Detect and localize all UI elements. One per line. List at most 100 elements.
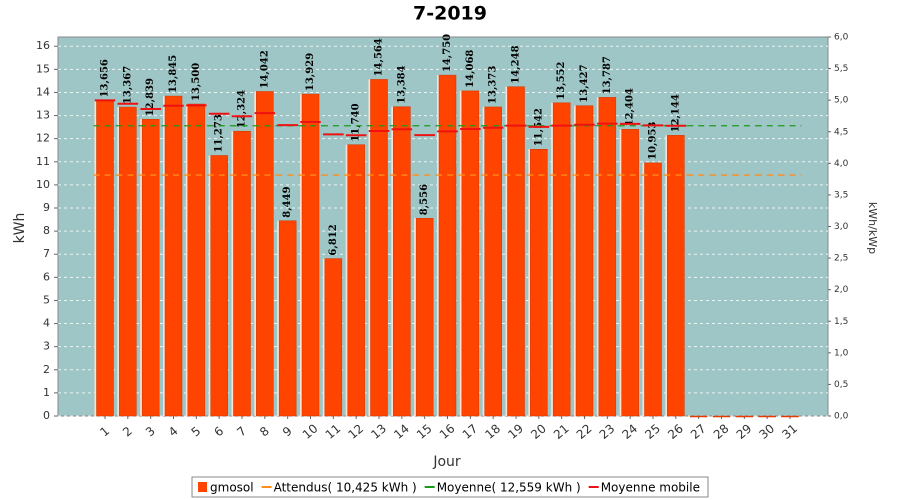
bar <box>575 105 594 417</box>
legend-label: Moyenne mobile <box>601 481 700 495</box>
bar <box>758 415 776 418</box>
data-label: 13,787 <box>602 56 613 94</box>
y-tick-label: 15 <box>36 62 50 75</box>
x-tick-label: 25 <box>642 421 663 442</box>
y-tick-label: 13 <box>36 109 50 122</box>
data-label: 13,845 <box>168 55 179 93</box>
data-label: 12,404 <box>625 88 636 126</box>
x-tick-label: 30 <box>756 421 777 442</box>
bar <box>621 129 639 417</box>
y2-tick-label: 0,5 <box>834 380 848 390</box>
x-tick-label: 15 <box>414 421 435 442</box>
x-tick-label: 28 <box>711 421 732 442</box>
y-tick-label: 8 <box>43 224 50 237</box>
y2-tick-label: 0,0 <box>834 412 849 422</box>
x-tick-label: 13 <box>368 421 389 442</box>
y-tick-label: 2 <box>43 363 50 376</box>
x-tick-label: 6 <box>211 424 226 440</box>
x-tick-label: 9 <box>280 424 295 440</box>
bar <box>552 102 571 417</box>
x-tick-label: 5 <box>189 424 204 440</box>
legend: gmosol Attendus( 10,425 kWh ) Moyenne( 12,… <box>191 476 709 498</box>
bar <box>187 103 206 417</box>
y2-tick-label: 3,5 <box>834 190 848 200</box>
x-tick-label: 14 <box>391 421 412 442</box>
y-tick-label: 1 <box>43 386 50 399</box>
bar <box>438 74 457 417</box>
y2-tick-label: 1,0 <box>834 348 849 358</box>
x-tick-label: 29 <box>734 421 755 442</box>
y-tick-label: 14 <box>36 85 50 98</box>
data-label: 8,556 <box>419 184 430 215</box>
data-label: 14,248 <box>511 45 522 83</box>
bar <box>233 130 251 417</box>
y2-tick-label: 5,5 <box>834 64 848 74</box>
legend-label: gmosol <box>210 481 254 495</box>
y2-tick-label: 5,0 <box>834 96 849 106</box>
bar <box>393 106 411 417</box>
bar <box>644 162 662 417</box>
x-tick-label: 31 <box>779 421 800 442</box>
y2-tick-label: 1,5 <box>834 317 848 327</box>
x-tick-label: 24 <box>619 421 640 442</box>
bar <box>735 415 754 418</box>
bar <box>484 106 502 417</box>
y-tick-label: 3 <box>43 340 50 353</box>
bar <box>370 79 388 417</box>
y2-axis-title: kWh/kWp <box>866 202 879 254</box>
data-label: 11,740 <box>351 103 362 141</box>
y-tick-label: 9 <box>43 201 50 214</box>
y-tick-label: 0 <box>43 409 50 422</box>
x-tick-label: 7 <box>234 424 249 440</box>
data-label: 13,427 <box>579 64 590 102</box>
data-label: 12,839 <box>145 78 156 116</box>
y2-tick-label: 2,0 <box>834 285 849 295</box>
x-axis-title: Jour <box>432 454 461 470</box>
bar <box>324 258 343 417</box>
bar <box>530 149 548 417</box>
x-tick-label: 18 <box>482 421 503 442</box>
data-label: 13,929 <box>305 53 316 91</box>
y-tick-label: 4 <box>43 317 50 330</box>
data-label: 13,552 <box>556 62 567 100</box>
legend-label: Attendus( 10,425 kWh ) <box>274 481 417 495</box>
bar <box>689 415 708 418</box>
bar <box>507 86 525 417</box>
x-tick-label: 17 <box>460 421 481 442</box>
x-tick-label: 2 <box>120 424 135 440</box>
bar <box>781 415 799 418</box>
bar <box>164 95 183 417</box>
y-tick-label: 16 <box>36 39 50 52</box>
bar <box>256 91 274 417</box>
x-tick-label: 4 <box>166 424 181 440</box>
bar <box>712 415 731 418</box>
bar <box>141 119 160 417</box>
y-tick-label: 6 <box>43 270 50 283</box>
data-label: 13,367 <box>122 66 133 104</box>
data-label: 12,324 <box>237 90 248 128</box>
x-tick-label: 19 <box>505 421 526 442</box>
data-label: 12,144 <box>670 94 681 132</box>
y-tick-label: 5 <box>43 293 50 306</box>
data-label: 14,068 <box>465 50 476 88</box>
x-tick-label: 12 <box>345 421 366 442</box>
y-tick-label: 12 <box>36 132 50 145</box>
x-tick-label: 21 <box>551 421 572 442</box>
data-label: 14,564 <box>374 38 385 76</box>
y2-tick-label: 6,0 <box>834 33 849 43</box>
x-tick-label: 22 <box>574 421 595 442</box>
y-axis-title: kWh <box>12 213 28 244</box>
x-tick-label: 27 <box>688 421 709 442</box>
data-label: 13,500 <box>191 63 202 101</box>
bar <box>96 100 114 417</box>
x-tick-label: 26 <box>665 421 686 442</box>
y2-tick-label: 4,5 <box>834 127 848 137</box>
x-tick-label: 20 <box>528 421 549 442</box>
y2-tick-label: 2,5 <box>834 254 848 264</box>
bar <box>210 155 228 417</box>
bar <box>347 144 365 417</box>
x-tick-label: 16 <box>437 421 458 442</box>
data-label: 14,750 <box>442 34 453 72</box>
data-label: 6,812 <box>328 224 339 255</box>
